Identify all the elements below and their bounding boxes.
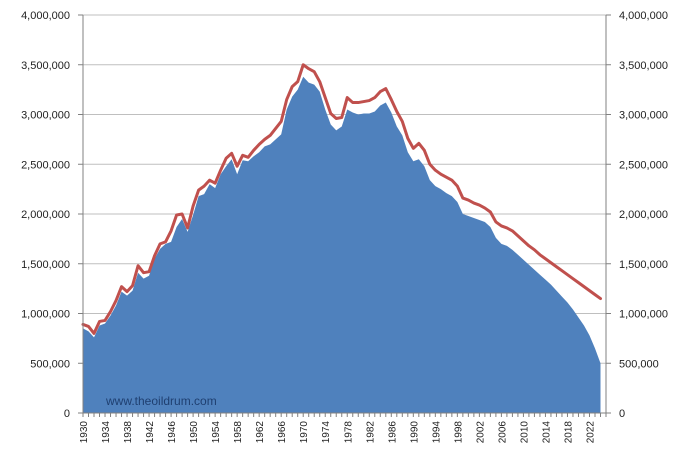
x-tick-label: 2010 xyxy=(519,421,530,444)
x-tick-label: 2022 xyxy=(585,421,596,444)
x-axis-labels: 1930 1934 1938 1942 1946 1950 1954 1958 1962 1966… xyxy=(79,421,596,444)
watermark-text: www.theoildrum.com xyxy=(105,394,217,408)
x-tick-label: 1982 xyxy=(365,421,376,444)
x-tick-label: 2006 xyxy=(497,421,508,444)
x-tick-label: 1950 xyxy=(189,421,200,444)
x-tick-label: 1930 xyxy=(79,421,90,444)
y-tick-label-left: 4,000,000 xyxy=(21,10,70,22)
x-tick-label: 1974 xyxy=(321,421,332,444)
line-series xyxy=(81,63,602,335)
x-tick-label: 2002 xyxy=(475,421,486,444)
y-tick-label-left: 0 xyxy=(64,408,70,420)
y-axis-left-labels: 0 500,000 1,000,000 1,500,000 2,000,000 2,500… xyxy=(21,10,70,420)
x-tick-label: 2018 xyxy=(563,421,574,444)
x-tick-label: 1994 xyxy=(431,421,442,444)
line-series-layer xyxy=(81,63,602,335)
y-tick-label-left: 2,000,000 xyxy=(21,209,70,221)
y-tick-label-right: 500,000 xyxy=(619,358,659,370)
y-tick-label-right: 1,000,000 xyxy=(619,309,668,321)
x-tick-label: 1946 xyxy=(167,421,178,444)
y-tick-label-right: 2,500,000 xyxy=(619,159,668,171)
y-axis-right-labels: 0 500,000 1,000,000 1,500,000 2,000,000 2,500… xyxy=(619,10,668,420)
x-tick-label: 1934 xyxy=(101,421,112,444)
y-tick-label-right: 2,000,000 xyxy=(619,209,668,221)
area-series xyxy=(83,76,601,413)
x-tick-label: 1998 xyxy=(453,421,464,444)
y-tick-label-right: 3,500,000 xyxy=(619,60,668,72)
area-series-layer xyxy=(83,76,601,413)
y-tick-label-right: 1,500,000 xyxy=(619,259,668,271)
x-tick-label: 1986 xyxy=(387,421,398,444)
y-tick-label-right: 4,000,000 xyxy=(619,10,668,22)
x-tick-label: 1990 xyxy=(409,421,420,444)
y-tick-label-left: 1,000,000 xyxy=(21,309,70,321)
y-tick-label-left: 3,500,000 xyxy=(21,60,70,72)
y-tick-label-left: 1,500,000 xyxy=(21,259,70,271)
axes xyxy=(78,14,611,417)
y-tick-label-right: 0 xyxy=(619,408,625,420)
y-tick-label-left: 3,000,000 xyxy=(21,110,70,122)
x-tick-label: 1970 xyxy=(299,421,310,444)
x-tick-label: 1942 xyxy=(145,421,156,444)
x-tick-label: 1962 xyxy=(255,421,266,444)
x-tick-label: 1978 xyxy=(343,421,354,444)
x-tick-label: 1954 xyxy=(211,421,222,444)
y-tick-label-left: 2,500,000 xyxy=(21,159,70,171)
x-tick-label: 1958 xyxy=(233,421,244,444)
x-tick-label: 1966 xyxy=(277,421,288,444)
x-tick-label: 2014 xyxy=(541,421,552,444)
y-tick-label-left: 500,000 xyxy=(30,358,70,370)
x-tick-label: 1938 xyxy=(123,421,134,444)
y-tick-label-right: 3,000,000 xyxy=(619,110,668,122)
